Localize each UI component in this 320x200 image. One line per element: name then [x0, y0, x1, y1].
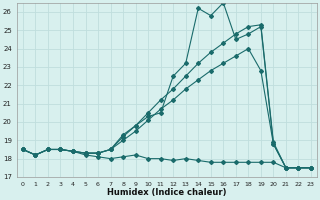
X-axis label: Humidex (Indice chaleur): Humidex (Indice chaleur): [107, 188, 227, 197]
